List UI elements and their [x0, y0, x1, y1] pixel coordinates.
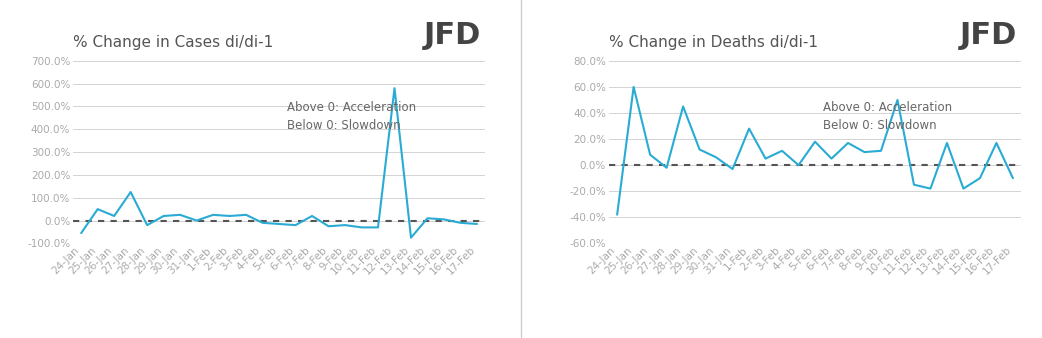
Text: Above 0: Acceleration
Below 0: Slowdown: Above 0: Acceleration Below 0: Slowdown	[823, 101, 952, 132]
Text: % Change in Deaths di/di-1: % Change in Deaths di/di-1	[609, 35, 818, 50]
Text: JFD: JFD	[960, 21, 1017, 50]
Text: % Change in Cases di/di-1: % Change in Cases di/di-1	[73, 35, 273, 50]
Text: JFD: JFD	[424, 21, 481, 50]
Text: Above 0: Acceleration
Below 0: Slowdown: Above 0: Acceleration Below 0: Slowdown	[288, 101, 417, 132]
